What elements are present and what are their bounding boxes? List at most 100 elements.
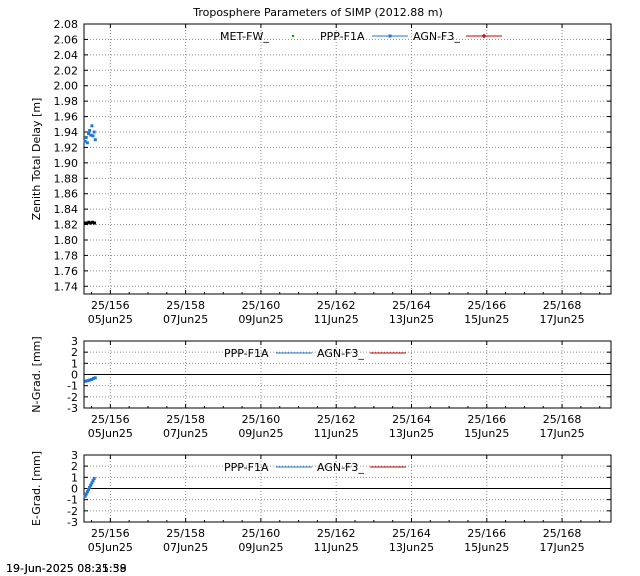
data-point — [84, 379, 88, 383]
legend-label: AGN-F3_ — [413, 30, 460, 43]
legend: PPP-F1A AGN-F3_ — [224, 461, 406, 474]
data-point — [92, 476, 96, 480]
y-tick-label: 1.84 — [54, 203, 79, 216]
x-tick-label-date: 07Jun25 — [163, 541, 208, 554]
data-point — [83, 139, 87, 143]
x-tick-label-doy: 25/162 — [317, 527, 356, 540]
x-tick-label-doy: 25/166 — [467, 527, 506, 540]
x-tick-label-date: 09Jun25 — [238, 541, 283, 554]
legend-label: AGN-F3_ — [317, 461, 364, 474]
x-tick-label-doy: 25/166 — [467, 413, 506, 426]
footer-timestamp-b: 19-Jun-2025 08:31:38 — [6, 562, 127, 575]
series-ppp-f1a — [83, 476, 96, 498]
y-tick-label: 1.92 — [54, 141, 79, 154]
data-point — [91, 134, 95, 138]
x-tick-label-doy: 25/160 — [242, 299, 281, 312]
y-tick-label: 1 — [71, 471, 78, 484]
x-tick-label-date: 15Jun25 — [464, 427, 509, 440]
x-tick-label-date: 07Jun25 — [163, 427, 208, 440]
footer-timestamp-a: 19-Jun-2025 08:25:59 — [6, 562, 127, 575]
data-point — [84, 492, 88, 496]
y-tick-label: 1.98 — [54, 95, 79, 108]
y-tick-label: 1.94 — [54, 126, 79, 139]
plot-frame — [83, 340, 612, 409]
x-tick-label-doy: 25/168 — [543, 299, 582, 312]
x-tick-label-doy: 25/168 — [543, 413, 582, 426]
data-point — [90, 481, 94, 485]
x-tick-label-date: 17Jun25 — [539, 541, 584, 554]
x-tick-label-date: 13Jun25 — [389, 427, 434, 440]
x-tick-label-date: 05Jun25 — [88, 541, 133, 554]
legend-label: MET-FW_ — [220, 30, 269, 43]
y-tick-label: 1.74 — [54, 280, 79, 293]
data-point — [91, 479, 95, 483]
data-point — [84, 135, 88, 139]
y-tick-label: -3 — [67, 402, 78, 415]
x-tick-label-date: 11Jun25 — [314, 313, 359, 326]
y-tick-label: 1.76 — [54, 265, 79, 278]
x-tick-label-date: 11Jun25 — [314, 427, 359, 440]
y-tick-label: -3 — [67, 516, 78, 529]
y-tick-label: 3 — [71, 335, 78, 348]
x-tick-label-doy: 25/164 — [392, 299, 431, 312]
chart-panels: 25/15605Jun2525/15807Jun2525/16009Jun252… — [30, 18, 612, 554]
y-tick-label: 1.88 — [54, 172, 79, 185]
data-point — [85, 490, 89, 494]
x-tick-label-doy: 25/158 — [166, 527, 205, 540]
x-tick-label-doy: 25/158 — [166, 413, 205, 426]
x-tick-label-doy: 25/160 — [242, 527, 281, 540]
y-tick-label: -2 — [67, 505, 78, 518]
data-point — [88, 485, 92, 489]
y-tick-label: 0 — [71, 369, 78, 382]
data-point — [85, 141, 89, 145]
y-axis-label: E-Grad. [mm] — [30, 451, 43, 526]
x-tick-label-date: 15Jun25 — [464, 313, 509, 326]
data-point — [93, 138, 97, 142]
legend-label: PPP-F1A — [320, 30, 365, 43]
x-tick-label-date: 05Jun25 — [88, 313, 133, 326]
y-tick-label: 2 — [71, 460, 78, 473]
x-tick-label-doy: 25/156 — [91, 527, 130, 540]
y-tick-label: 1.90 — [54, 157, 79, 170]
legend-marker — [388, 34, 392, 38]
x-tick-label-doy: 25/168 — [543, 527, 582, 540]
x-tick-label-date: 11Jun25 — [314, 541, 359, 554]
x-tick-label-doy: 25/160 — [242, 413, 281, 426]
data-point — [92, 130, 96, 134]
y-tick-label: 1.78 — [54, 249, 79, 262]
data-point — [87, 132, 91, 136]
y-tick-label: 3 — [71, 449, 78, 462]
data-point — [93, 221, 97, 225]
x-tick-label-doy: 25/164 — [392, 527, 431, 540]
series-black-markers — [83, 220, 97, 225]
x-tick-label-date: 17Jun25 — [539, 313, 584, 326]
data-point — [87, 220, 91, 224]
legend-swatch — [291, 34, 295, 38]
data-point — [85, 221, 89, 225]
data-point — [89, 483, 93, 487]
data-point — [86, 379, 90, 383]
x-tick-label-date: 13Jun25 — [389, 313, 434, 326]
y-tick-label: 1.86 — [54, 188, 79, 201]
data-point — [89, 133, 93, 137]
y-axis-label: N-Grad. [mm] — [30, 336, 43, 412]
y-tick-label: 2.08 — [54, 18, 79, 31]
data-point — [91, 220, 95, 224]
data-point — [89, 221, 93, 225]
legend: MET-FW_ PPP-F1A AGN-F3_ — [220, 30, 502, 43]
x-tick-label-date: 09Jun25 — [238, 313, 283, 326]
x-tick-label-date: 13Jun25 — [389, 541, 434, 554]
x-tick-label-doy: 25/162 — [317, 299, 356, 312]
data-point — [83, 494, 87, 498]
y-tick-label: -1 — [67, 380, 78, 393]
x-tick-label-doy: 25/162 — [317, 413, 356, 426]
data-point — [90, 124, 94, 128]
y-tick-label: 2.04 — [54, 49, 79, 62]
y-tick-label: 1.96 — [54, 111, 79, 124]
y-tick-label: 2.06 — [54, 33, 79, 46]
x-tick-label-doy: 25/164 — [392, 413, 431, 426]
x-tick-label-date: 05Jun25 — [88, 427, 133, 440]
data-point — [93, 376, 97, 380]
